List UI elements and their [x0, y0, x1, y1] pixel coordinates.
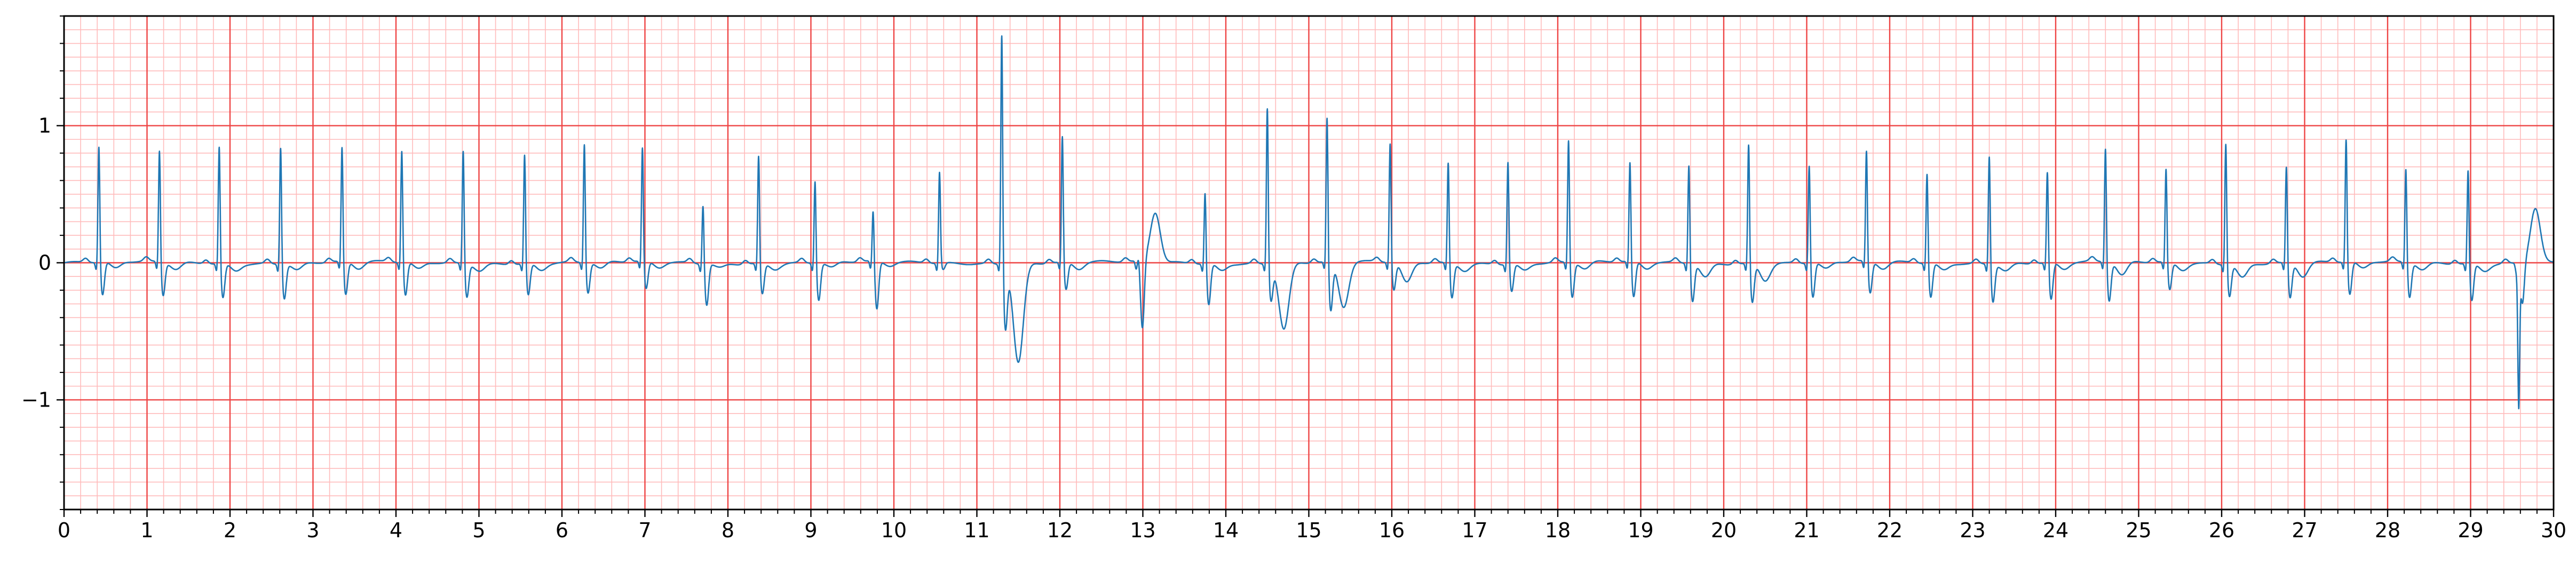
y-tick-label: 0 [38, 251, 51, 275]
x-tick-label: 30 [2541, 519, 2566, 542]
x-tick-label: 12 [1047, 519, 1073, 542]
y-tick-label: 1 [38, 114, 51, 138]
x-tick-label: 15 [1296, 519, 1321, 542]
x-tick-label: 23 [1960, 519, 1985, 542]
x-tick-label: 17 [1462, 519, 1487, 542]
x-tick-label: 28 [2375, 519, 2400, 542]
x-tick-label: 24 [2043, 519, 2068, 542]
x-tick-label: 13 [1130, 519, 1155, 542]
x-tick-label: 21 [1794, 519, 1819, 542]
x-tick-label: 4 [390, 519, 402, 542]
x-tick-label: 1 [140, 519, 153, 542]
x-tick-label: 18 [1545, 519, 1571, 542]
x-tick-label: 25 [2126, 519, 2151, 542]
ecg-series-line [64, 35, 2554, 410]
x-tick-label: 26 [2209, 519, 2234, 542]
x-tick-label: 0 [58, 519, 70, 542]
x-tick-label: 11 [964, 519, 989, 542]
x-tick-label: 19 [1628, 519, 1653, 542]
x-tick-label: 16 [1379, 519, 1405, 542]
x-tick-label: 3 [306, 519, 319, 542]
x-tick-label: 7 [638, 519, 651, 542]
ecg-trace-layer [64, 35, 2554, 410]
y-tick-label: −1 [21, 388, 51, 411]
x-tick-label: 27 [2292, 519, 2317, 542]
x-tick-label: 14 [1213, 519, 1239, 542]
x-tick-label: 2 [224, 519, 236, 542]
x-tick-label: 8 [722, 519, 734, 542]
y-axis: −1 0 1 [21, 15, 64, 510]
x-tick-label: 6 [556, 519, 568, 542]
x-tick-label: 9 [804, 519, 817, 542]
x-axis: 0 1 2 3 4 5 6 7 8 9 10 11 12 13 14 15 16 17 18 19 20 21 22 23 24… [58, 510, 2566, 542]
x-tick-label: 10 [881, 519, 907, 542]
x-tick-label: 29 [2458, 519, 2483, 542]
x-tick-label: 5 [472, 519, 485, 542]
x-tick-label: 22 [1877, 519, 1903, 542]
x-tick-label: 20 [1711, 519, 1737, 542]
